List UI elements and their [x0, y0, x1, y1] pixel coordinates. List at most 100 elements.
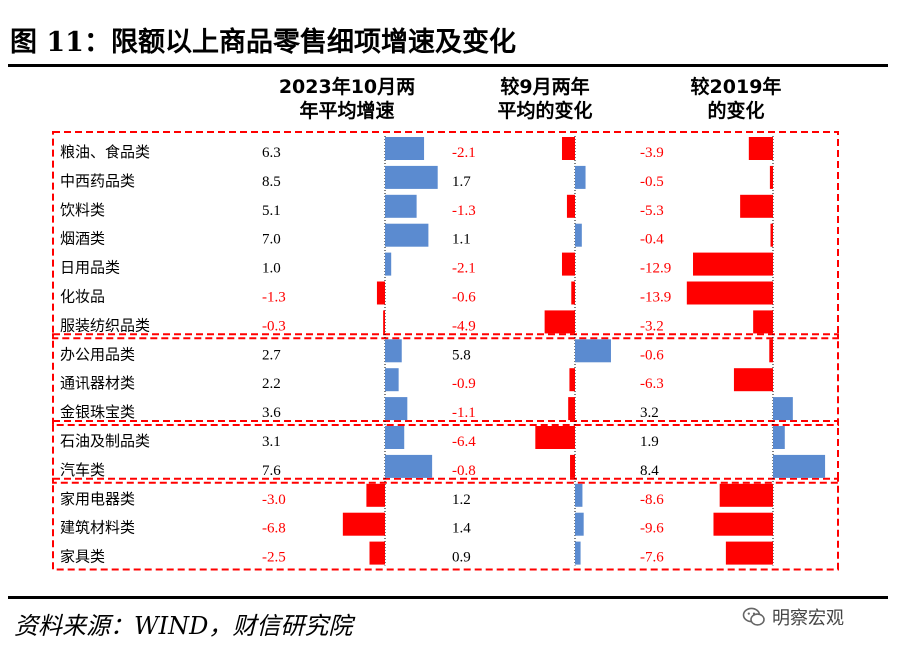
- value-label-s3-r10: 3.2: [640, 405, 659, 421]
- bar-s2-r4: [575, 223, 582, 247]
- bar-s2-r3: [566, 194, 575, 218]
- value-label-s3-r11: 1.9: [640, 434, 659, 450]
- group-frame-3: [52, 420, 839, 484]
- category-label-11: 石油及制品类: [60, 432, 150, 450]
- bar-s2-r14: [575, 512, 584, 536]
- bar-s3-r4: [770, 223, 773, 247]
- category-label-3: 饮料类: [60, 201, 105, 219]
- value-label-s1-r4: 7.0: [262, 232, 281, 248]
- column-header-2-line-2: 平均的变化: [497, 99, 592, 122]
- bar-s3-r10: [773, 397, 793, 421]
- bar-s2-r2: [575, 165, 586, 189]
- bar-s3-r3: [740, 194, 773, 218]
- bar-s3-r15: [725, 541, 773, 565]
- value-label-s3-r15: -7.6: [640, 550, 664, 566]
- group-frame-4: [52, 477, 839, 571]
- value-label-s2-r8: 5.8: [452, 347, 471, 363]
- bar-s2-r1: [561, 137, 575, 160]
- category-label-5: 日用品类: [60, 259, 120, 277]
- bar-s2-r8: [575, 339, 611, 363]
- top-rule: [8, 64, 888, 67]
- value-label-s3-r12: 8.4: [640, 463, 659, 479]
- value-label-s1-r3: 5.1: [262, 203, 281, 219]
- bar-s1-r8: [385, 339, 402, 363]
- value-label-s2-r14: 1.4: [452, 521, 471, 537]
- value-label-s2-r6: -0.6: [452, 290, 476, 306]
- value-label-s3-r9: -6.3: [640, 376, 664, 392]
- column-header-1-line-2: 年平均增速: [299, 99, 394, 122]
- bar-s1-r10: [385, 397, 408, 421]
- value-label-s2-r13: 1.2: [452, 492, 471, 508]
- watermark: 明察宏观: [742, 604, 844, 630]
- category-label-13: 家用电器类: [60, 490, 135, 508]
- value-label-s3-r5: -12.9: [640, 261, 671, 277]
- bar-s2-r12: [570, 454, 575, 478]
- bar-s1-r6: [376, 281, 385, 305]
- group-frame-1: [52, 131, 839, 340]
- column-header-3-line-2: 的变化: [707, 99, 764, 122]
- value-label-s1-r8: 2.7: [262, 347, 281, 363]
- bar-s3-r2: [769, 165, 773, 189]
- value-label-s3-r4: -0.4: [640, 232, 664, 248]
- column-header-3-line-1: 较2019年: [691, 75, 782, 98]
- value-label-s2-r12: -0.8: [452, 463, 476, 479]
- bar-s3-r11: [773, 426, 785, 449]
- bar-s1-r3: [385, 194, 417, 218]
- column-header-1-line-1: 2023年10月两: [279, 75, 415, 98]
- value-label-s2-r9: -0.9: [452, 376, 476, 392]
- figure-title: 图 11：限额以上商品零售细项增速及变化: [10, 27, 516, 58]
- value-label-s2-r5: -2.1: [452, 261, 476, 277]
- category-label-10: 金银珠宝类: [60, 403, 135, 421]
- value-label-s1-r2: 8.5: [262, 174, 281, 190]
- value-label-s1-r13: -3.0: [262, 492, 286, 508]
- value-label-s1-r15: -2.5: [262, 550, 286, 566]
- value-label-s2-r7: -4.9: [452, 318, 476, 334]
- value-label-s2-r15: 0.9: [452, 550, 471, 566]
- wechat-icon: [742, 607, 765, 626]
- bar-s2-r11: [535, 426, 575, 449]
- value-label-s3-r6: -13.9: [640, 290, 671, 306]
- value-label-s1-r11: 3.1: [262, 434, 281, 450]
- value-label-s1-r6: -1.3: [262, 290, 286, 306]
- value-label-s3-r14: -9.6: [640, 521, 664, 537]
- bar-s3-r9: [733, 368, 773, 392]
- bar-s3-r14: [713, 512, 773, 536]
- bar-s1-r12: [385, 454, 433, 478]
- bar-s2-r15: [575, 541, 581, 565]
- bar-s2-r6: [571, 281, 575, 305]
- source-note: 资料来源：WIND，财信研究院: [14, 612, 353, 640]
- watermark-text: 明察宏观: [772, 608, 844, 629]
- bar-s3-r5: [693, 252, 773, 276]
- value-label-s1-r1: 6.3: [262, 145, 281, 161]
- bar-s3-r8: [769, 339, 773, 363]
- bar-s3-r7: [753, 310, 773, 334]
- bottom-rule: [8, 596, 888, 599]
- value-label-s1-r9: 2.2: [262, 376, 281, 392]
- bar-s2-r5: [561, 252, 575, 276]
- title-area: 图 11：限额以上商品零售细项增速及变化: [0, 0, 898, 70]
- value-label-s2-r1: -2.1: [452, 145, 476, 161]
- bar-s3-r6: [686, 281, 773, 305]
- group-frame-2: [52, 333, 839, 426]
- category-label-8: 办公用品类: [60, 345, 135, 363]
- bar-s1-r2: [385, 165, 438, 189]
- value-label-s3-r2: -0.5: [640, 174, 664, 190]
- column-header-2-line-1: 较9月两年: [500, 75, 589, 98]
- value-label-s2-r4: 1.1: [452, 232, 471, 248]
- value-label-s2-r2: 1.7: [452, 174, 471, 190]
- category-label-6: 化妆品: [60, 288, 105, 306]
- value-label-s1-r14: -6.8: [262, 521, 286, 537]
- bar-s2-r7: [544, 310, 575, 334]
- bar-s2-r10: [568, 397, 575, 421]
- bar-s2-r13: [575, 483, 583, 507]
- bar-s1-r13: [366, 483, 385, 507]
- bar-s1-r9: [385, 368, 399, 392]
- bar-s3-r13: [719, 483, 773, 507]
- value-label-s1-r10: 3.6: [262, 405, 281, 421]
- category-label-7: 服装纺织品类: [60, 316, 150, 334]
- category-label-2: 中西药品类: [60, 172, 135, 190]
- bar-s1-r4: [385, 223, 429, 247]
- bar-s3-r12: [773, 454, 826, 478]
- bar-s1-r14: [342, 512, 385, 536]
- value-label-s3-r3: -5.3: [640, 203, 664, 219]
